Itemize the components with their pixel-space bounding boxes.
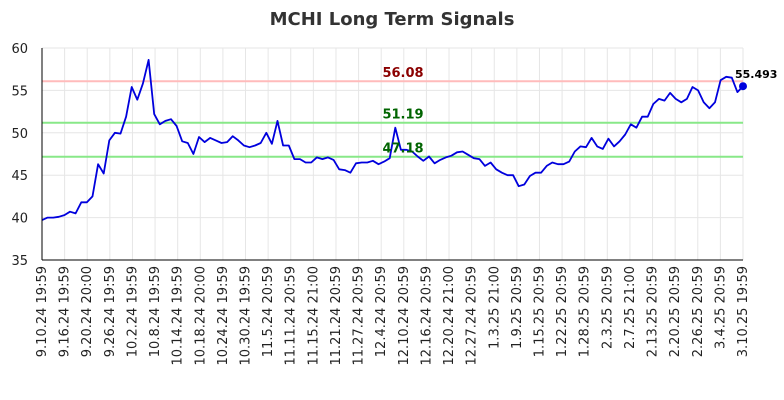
x-tick-label: 1.3.25 21:00 <box>487 266 502 349</box>
x-tick-label: 10.18.24 20:00 <box>193 266 208 366</box>
x-tick-label: 9.16.24 19:59 <box>58 266 73 357</box>
x-tick-label: 1.28.25 20:59 <box>578 266 593 357</box>
annotations: 56.08 51.19 47.18 55.493 <box>382 66 777 156</box>
y-tick-label: 40 <box>11 212 28 227</box>
price-series <box>41 59 747 221</box>
x-tick-label: 11.15.24 21:00 <box>306 266 321 366</box>
x-tick-label: 2.20.25 20:59 <box>668 266 683 357</box>
y-tick-label: 35 <box>11 254 28 269</box>
x-tick-label: 2.7.25 21:00 <box>623 266 638 349</box>
y-tick-label: 45 <box>11 169 28 184</box>
x-tick-label: 9.10.24 19:59 <box>35 266 50 357</box>
chart-title: MCHI Long Term Signals <box>270 9 515 30</box>
x-tick-label: 11.11.24 20:59 <box>284 266 299 366</box>
signal-label-resistance: 56.08 <box>382 66 423 81</box>
x-tick-label: 11.5.24 20:59 <box>261 266 276 357</box>
axes <box>41 48 743 261</box>
x-tick-label: 10.2.24 19:59 <box>125 266 140 357</box>
x-tick-label: 12.20.24 21:00 <box>442 266 457 366</box>
x-tick-label: 11.21.24 20:59 <box>329 266 344 366</box>
x-tick-label: 9.26.24 19:59 <box>103 266 118 357</box>
last-value-label: 55.493 <box>735 68 777 81</box>
x-tick-label: 2.3.25 20:59 <box>600 266 615 349</box>
x-tick-label: 11.27.24 20:59 <box>352 266 367 366</box>
x-tick-label: 3.4.25 20:59 <box>713 266 728 349</box>
last-point-marker <box>739 82 747 91</box>
y-axis-ticks: 35 40 45 50 55 60 <box>11 42 28 269</box>
x-tick-label: 10.8.24 19:59 <box>148 266 163 357</box>
signal-label-support: 51.19 <box>382 108 423 123</box>
x-tick-label: 9.20.24 20:00 <box>80 266 95 357</box>
x-tick-label: 2.13.25 20:59 <box>646 266 661 357</box>
signal-label-support: 47.18 <box>382 142 423 157</box>
x-tick-label: 1.15.25 20:59 <box>532 266 547 357</box>
series-line <box>41 59 744 221</box>
y-tick-label: 60 <box>11 42 28 57</box>
grid <box>41 47 744 261</box>
x-tick-label: 2.26.25 20:59 <box>691 266 706 357</box>
x-tick-label: 12.10.24 20:59 <box>397 266 412 366</box>
x-tick-label: 10.24.24 19:59 <box>216 266 231 366</box>
x-tick-label: 10.30.24 19:59 <box>239 266 254 366</box>
y-tick-label: 55 <box>11 84 28 99</box>
x-tick-label: 12.4.24 20:59 <box>374 266 389 357</box>
x-tick-label: 12.16.24 20:59 <box>419 266 434 366</box>
x-tick-label: 1.22.25 20:59 <box>555 266 570 357</box>
x-tick-label: 10.14.24 19:59 <box>171 266 186 366</box>
x-axis-ticks: 9.10.24 19:59 9.16.24 19:59 9.20.24 20:00 9… <box>35 266 751 366</box>
x-tick-label: 1.9.25 20:59 <box>510 266 525 349</box>
y-tick-label: 50 <box>11 127 28 142</box>
x-tick-label: 3.10.25 19:59 <box>736 266 751 357</box>
x-tick-label: 12.27.24 20:59 <box>465 266 480 366</box>
